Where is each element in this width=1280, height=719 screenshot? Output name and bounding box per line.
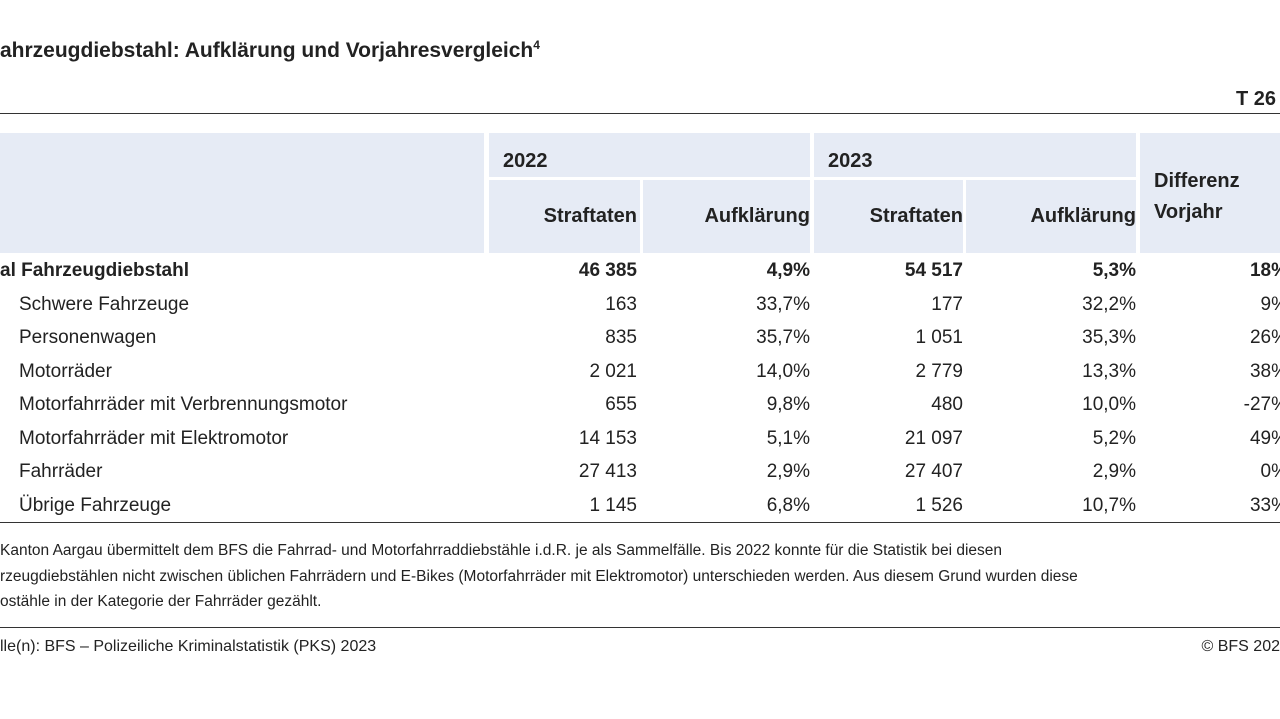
cell: 1 145 (589, 494, 637, 516)
cell: 5,3% (1092, 260, 1136, 281)
cell: 33% (1249, 494, 1280, 516)
header-cell (1140, 133, 1280, 253)
row-label: Personenwagen (19, 327, 157, 348)
cell: 10,7% (1082, 494, 1136, 516)
cell: 1 526 (915, 494, 963, 516)
row-label: Motorfahrräder mit Elektromotor (19, 427, 289, 449)
column-header: Straftaten (543, 205, 637, 227)
cell: 480 (931, 394, 963, 415)
cell: 35,7% (756, 327, 810, 348)
header-cell (0, 133, 484, 253)
cell: 46 385 (578, 260, 637, 281)
footnote-line: rzeugdiebstählen nicht zwischen üblichen… (0, 567, 1078, 585)
cell: 2 779 (915, 360, 963, 382)
cell: 14,0% (756, 360, 810, 382)
table-id: T 26 (1235, 88, 1276, 110)
column-header: Straftaten (869, 205, 963, 227)
source: lle(n): BFS – Polizeiliche Kriminalstati… (0, 638, 377, 655)
cell: 32,2% (1082, 293, 1136, 315)
rule (0, 522, 1280, 523)
cell: 2,9% (1092, 461, 1136, 482)
cell: 27 407 (904, 461, 963, 482)
column-header: Aufklärung (704, 205, 810, 227)
cell: 0% (1260, 461, 1280, 482)
footnote-mark: 4 (533, 38, 540, 52)
cell: 18% (1249, 260, 1280, 281)
row-label: Motorräder (19, 360, 112, 382)
cell: 21 097 (904, 427, 963, 449)
cell: 4,9% (766, 260, 810, 281)
cell: 163 (605, 293, 637, 315)
row-label: al Fahrzeugdiebstahl (0, 260, 189, 281)
header-cell (489, 133, 810, 177)
cell: 13,3% (1082, 360, 1136, 382)
cell: 38% (1249, 360, 1280, 382)
header-cell (814, 180, 963, 253)
cell: 10,0% (1082, 394, 1136, 415)
footnote-line: Kanton Aargau übermittelt dem BFS die Fa… (0, 542, 1003, 559)
cell: 9,8% (766, 394, 810, 415)
header-cell (966, 180, 1136, 253)
cell: 835 (605, 327, 637, 348)
group-header: 2022 (503, 150, 548, 172)
cell: 5,1% (766, 427, 810, 449)
copyright: © BFS 202 (1201, 638, 1280, 655)
cell: 1 051 (915, 327, 963, 348)
footnote-line: ostähle in der Kategorie der Fahrräder g… (0, 593, 322, 610)
cell: 49% (1249, 427, 1280, 449)
column-header: Aufklärung (1030, 205, 1136, 227)
cell: 2,9% (766, 461, 810, 482)
header-cell (643, 180, 810, 253)
group-header: 2023 (828, 150, 873, 172)
cell: 177 (931, 293, 963, 315)
cell: 35,3% (1082, 327, 1136, 348)
cell: 14 153 (578, 427, 637, 449)
header-cell (814, 133, 1136, 177)
group-header: Differenz Vorjahr (1154, 170, 1240, 223)
rule (0, 627, 1280, 628)
header-cell (489, 180, 640, 253)
cell: 54 517 (904, 260, 963, 281)
cell: 33,7% (756, 293, 810, 315)
rule (0, 113, 1280, 114)
row-label: Übrige Fahrzeuge (19, 494, 172, 516)
title-text: ahrzeugdiebstahl: Aufklärung und Vorjahr… (0, 39, 534, 62)
cell: 26% (1249, 327, 1280, 348)
cell: 655 (605, 394, 637, 415)
row-label: Motorfahrräder mit Verbrennungsmotor (19, 394, 348, 415)
cell: 2 021 (589, 360, 637, 382)
cell: 27 413 (578, 461, 637, 482)
cell: 5,2% (1092, 427, 1136, 449)
cell: 9% (1260, 293, 1280, 315)
row-label: Schwere Fahrzeuge (19, 293, 190, 315)
cell: 6,8% (766, 494, 810, 516)
cell: -27% (1243, 394, 1280, 415)
row-label: Fahrräder (19, 461, 103, 482)
title: ahrzeugdiebstahl: Aufklärung und Vorjahr… (0, 38, 540, 63)
